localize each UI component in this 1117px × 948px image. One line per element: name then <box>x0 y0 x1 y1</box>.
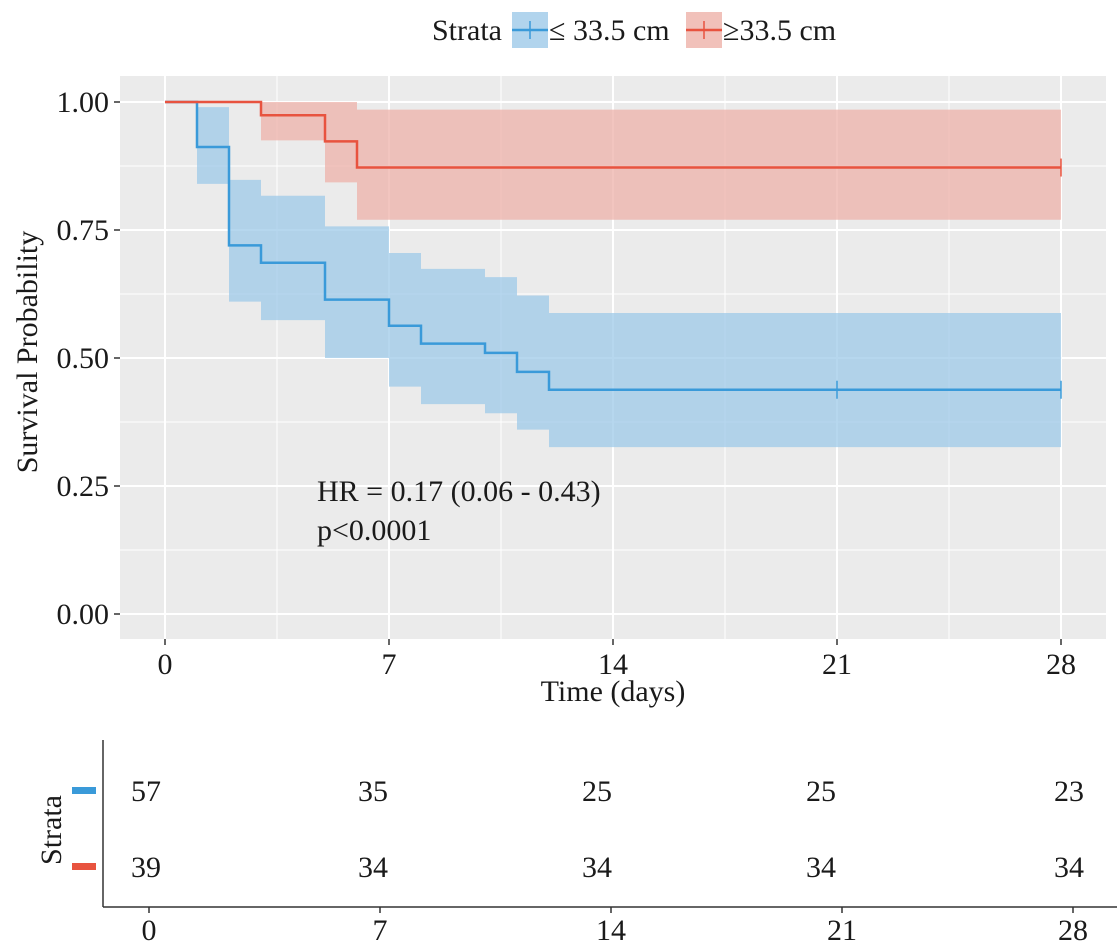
risk-table-cell: 34 <box>806 851 836 884</box>
risk-table-row-key-high <box>72 863 96 870</box>
legend: Strata ≤ 33.5 cm ≥33.5 cm <box>432 12 836 48</box>
y-axis-label: Survival Probability <box>11 231 44 474</box>
risk-table-cell: 23 <box>1054 775 1084 808</box>
risk-table: Strata 57 35 25 25 23 39 34 34 34 34 0 7 14 21 28 <box>35 740 1117 947</box>
risk-table-x-tick-label: 7 <box>373 914 388 947</box>
risk-table-cell: 35 <box>358 775 388 808</box>
confidence-bands <box>165 102 1061 448</box>
p-value-annotation: p<0.0001 <box>317 514 431 547</box>
risk-table-ylabel: Strata <box>35 795 68 865</box>
survival-curve-high <box>165 100 1061 169</box>
y-tick-label: 0.50 <box>57 342 110 375</box>
risk-table-x-tick-label: 28 <box>1058 914 1088 947</box>
risk-table-x-tick-label: 14 <box>596 914 626 947</box>
y-tick-label: 1.00 <box>57 86 110 119</box>
hazard-ratio-annotation: HR = 0.17 (0.06 - 0.43) <box>317 475 601 508</box>
y-tick-label: 0.75 <box>57 214 110 247</box>
y-axis-ticks: 0.00 0.25 0.50 0.75 1.00 <box>57 86 120 631</box>
x-tick-label: 14 <box>598 648 628 681</box>
risk-table-cell: 57 <box>131 775 161 808</box>
risk-table-x-tick-label: 0 <box>142 914 157 947</box>
x-axis-ticks: 0 7 14 21 28 <box>158 639 1076 681</box>
confidence-band-low <box>165 102 1061 448</box>
y-tick-label: 0.00 <box>57 598 110 631</box>
x-axis-label: Time (days) <box>541 675 686 708</box>
legend-label-high: ≥33.5 cm <box>723 14 836 47</box>
x-tick-label: 28 <box>1046 648 1076 681</box>
y-tick-label: 0.25 <box>57 470 110 503</box>
legend-title: Strata <box>432 14 502 47</box>
x-tick-label: 7 <box>382 648 397 681</box>
survival-curves <box>165 100 1062 399</box>
risk-table-cell: 25 <box>582 775 612 808</box>
risk-table-cell: 34 <box>358 851 388 884</box>
risk-table-cell: 39 <box>131 851 161 884</box>
legend-label-low: ≤ 33.5 cm <box>549 14 670 47</box>
risk-table-cell: 25 <box>806 775 836 808</box>
risk-table-cell: 34 <box>582 851 612 884</box>
x-tick-label: 21 <box>822 648 852 681</box>
survival-curve-low <box>165 100 1061 391</box>
risk-table-cell: 34 <box>1054 851 1084 884</box>
risk-table-x-tick-label: 21 <box>827 914 857 947</box>
risk-table-row-key-low <box>72 787 96 794</box>
confidence-band-high <box>165 102 1061 220</box>
x-tick-label: 0 <box>158 648 173 681</box>
